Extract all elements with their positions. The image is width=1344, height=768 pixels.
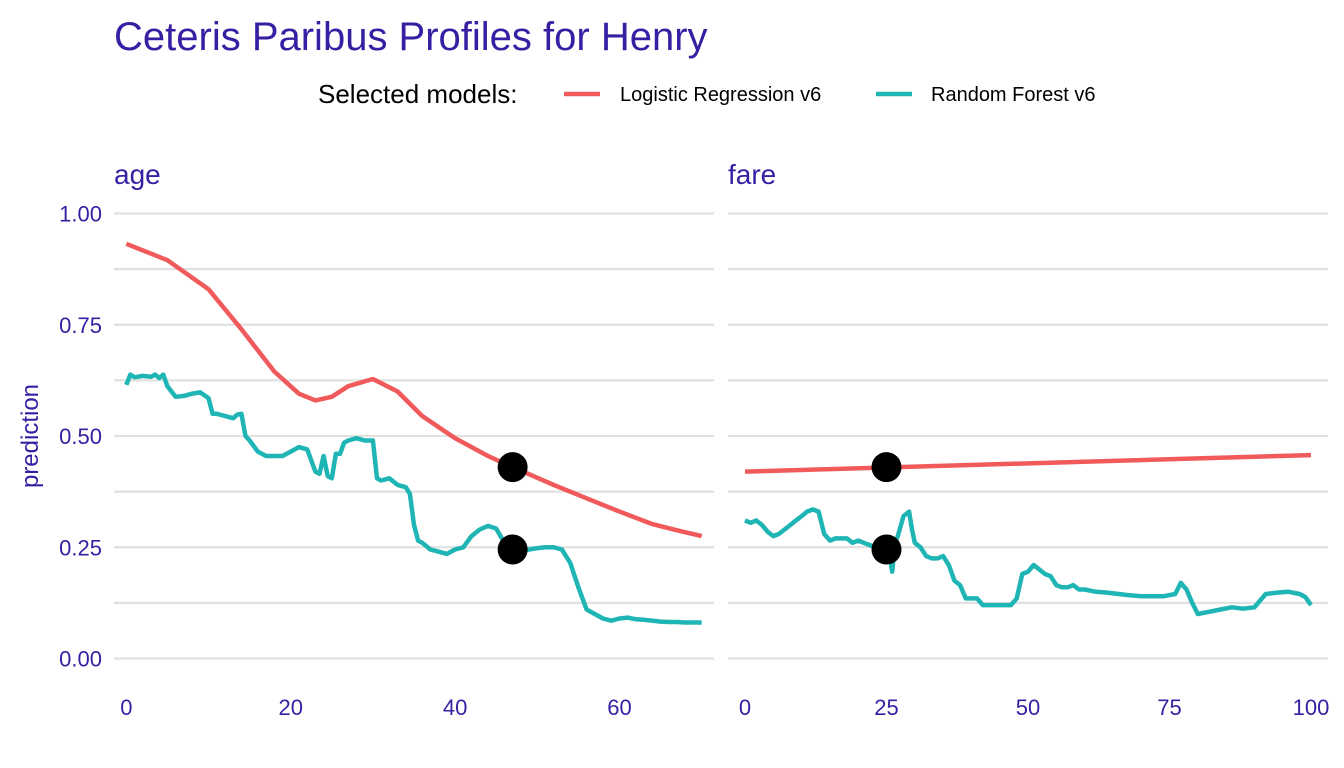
observation-point (497, 534, 528, 565)
x-tick-label: 40 (443, 695, 467, 720)
y-axis-label: prediction (17, 384, 44, 488)
x-tick-label: 0 (739, 695, 751, 720)
legend: Selected models: Logistic Regression v6 … (318, 79, 1096, 109)
series-line-random-forest-v6 (744, 507, 1313, 617)
x-tick-label: 100 (1293, 695, 1330, 720)
series-line-logistic-regression-v6 (125, 241, 703, 539)
panel-label-fare: fare (728, 159, 776, 190)
y-tick-label: 0.00 (59, 647, 102, 672)
x-tick-label: 60 (607, 695, 631, 720)
x-tick-label: 20 (278, 695, 302, 720)
series-line-random-forest-v6 (124, 372, 702, 625)
y-tick-label: 0.50 (59, 424, 102, 449)
panel-label-age: age (114, 159, 161, 190)
observation-point (497, 452, 528, 483)
y-tick-label: 0.75 (59, 313, 102, 338)
legend-label-logistic-regression: Logistic Regression v6 (620, 84, 821, 106)
legend-title: Selected models: (318, 79, 517, 109)
x-tick-label: 50 (1016, 695, 1040, 720)
x-tick-label: 75 (1157, 695, 1181, 720)
panel-age: age 0 20 40 60 (114, 159, 714, 720)
y-tick-label: 1.00 (59, 202, 102, 227)
legend-label-random-forest: Random Forest v6 (931, 84, 1096, 106)
x-tick-label: 0 (120, 695, 132, 720)
observation-point (871, 452, 902, 483)
series-line-logistic-regression-v6 (744, 452, 1312, 474)
chart-title: Ceteris Paribus Profiles for Henry (114, 15, 708, 59)
x-tick-label: 25 (874, 695, 898, 720)
panel-fare: fare 0 25 50 75 100 (728, 159, 1329, 720)
y-tick-label: 0.25 (59, 535, 102, 560)
observation-point (871, 534, 902, 565)
